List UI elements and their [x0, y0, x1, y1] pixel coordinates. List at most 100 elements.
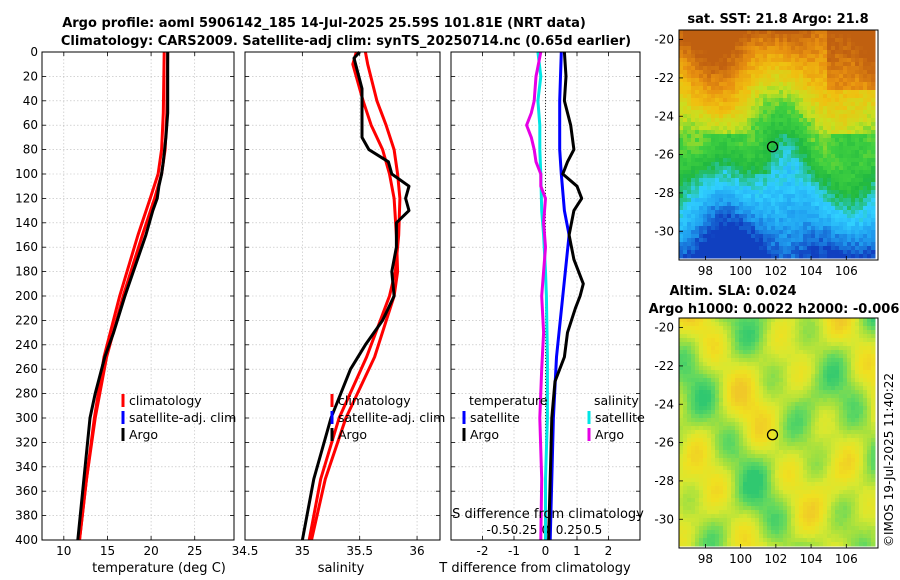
salinity-xlabel: salinity	[318, 561, 365, 576]
y-tick-label: 40	[23, 94, 38, 108]
y-tick-label: 280	[15, 387, 38, 401]
axes-frame	[41, 51, 235, 541]
map-y-tick-label: -30	[654, 512, 674, 526]
legend-climatology-label: climatology	[129, 393, 202, 408]
axes-frame	[450, 51, 641, 541]
map-y-tick-label: -28	[654, 186, 674, 200]
map-x-tick-label: 98	[698, 264, 713, 278]
x-tick-label: -1	[508, 544, 520, 558]
series-line-t-argo	[547, 51, 585, 541]
argo-location-marker	[766, 429, 779, 441]
x-tick-label: 15	[100, 544, 115, 558]
y-tick-label: 120	[15, 191, 38, 205]
temperature-xlabel: temperature (deg C)	[92, 561, 226, 576]
map-y-tick-label: -22	[654, 359, 674, 373]
series-line-satellite-adj-clim	[310, 51, 400, 541]
map-x-tick-label: 102	[764, 552, 787, 566]
map-y-tick-label: -30	[654, 224, 674, 238]
axes-frame	[244, 51, 441, 541]
x-tick-label: 0	[542, 544, 550, 558]
map-x-tick-label: 104	[800, 264, 823, 278]
map-x-tick-label: 106	[835, 264, 858, 278]
y-tick-label: 340	[15, 460, 38, 474]
x-tick-label: 34.5	[232, 544, 259, 558]
x-tick-label: 1	[573, 544, 581, 558]
series-line-argo	[76, 52, 170, 541]
chart-title-line1: Argo profile: aoml 5906142_185 14-Jul-20…	[62, 16, 586, 31]
y-tick-label: 0	[30, 45, 38, 59]
map-frame	[678, 29, 879, 261]
y-tick-label: 300	[15, 411, 38, 425]
x2-tick-label: 0.25	[556, 523, 583, 537]
y-tick-label: 100	[15, 167, 38, 181]
legend-temperature-header: temperature	[469, 393, 548, 408]
y-tick-label: 20	[23, 69, 38, 83]
x-tick-label: 25	[187, 544, 202, 558]
legend-argo-label: Argo	[338, 427, 367, 442]
sla-map-panel: 98 100 102 104 106 -20 -22 -24 -26 -28 -30	[654, 317, 879, 566]
series-line-argo	[300, 50, 411, 541]
y-tick-label: 180	[15, 265, 38, 279]
legend-t-satellite-label: satellite	[470, 410, 520, 425]
map-x-tick-label: 102	[764, 264, 787, 278]
y-tick-label: 220	[15, 313, 38, 327]
legend-t-argo-label: Argo	[470, 427, 499, 442]
x-tick-label: 35.5	[346, 544, 373, 558]
map-frame	[678, 317, 879, 549]
map-x-tick-label: 100	[729, 264, 752, 278]
x2-tick-label: 0.5	[583, 523, 602, 537]
map-y-tick-label: -20	[654, 33, 674, 47]
difference-panel: -2 -1 0 1 2-0.5-0.25 0 0.25 0.5	[450, 51, 641, 558]
series-line-s-argo	[525, 51, 547, 541]
sst-map-title: sat. SST: 21.8 Argo: 21.8	[687, 12, 868, 27]
x-tick-label: 36	[409, 544, 424, 558]
legend-climatology-label: climatology	[338, 393, 411, 408]
y-tick-label: 320	[15, 435, 38, 449]
y-tick-label: 200	[15, 289, 38, 303]
map-y-tick-label: -24	[654, 109, 674, 123]
x-tick-label: 20	[143, 544, 158, 558]
imos-credit: ©IMOS 19-Jul-2025 11:40:22	[882, 373, 896, 547]
temperature-legend: climatology satellite-adj. clim Argo	[121, 393, 236, 442]
temperature-panel: 0 20 40 60 80 100 120 140 160 180 200 220 240 260 280 3…	[15, 45, 235, 558]
argo-location-marker	[766, 141, 779, 153]
x2-tick-label: -0.25	[506, 523, 537, 537]
map-y-tick-label: -26	[654, 148, 674, 162]
legend-satellite-label: satellite-adj. clim	[338, 410, 445, 425]
difference-legend: temperature satellite Argo salinity sate…	[462, 393, 645, 442]
sst-map-panel: 98 100 102 104 106 -20 -22 -24 -26 -28 -30	[654, 29, 879, 278]
map-x-tick-label: 98	[698, 552, 713, 566]
y-tick-label: 140	[15, 216, 38, 230]
legend-satellite-label: satellite-adj. clim	[129, 410, 236, 425]
sla-map-title-line1: Altim. SLA: 0.024	[670, 284, 797, 299]
map-x-tick-label: 104	[800, 552, 823, 566]
x-tick-label: 35	[295, 544, 310, 558]
y-tick-label: 160	[15, 240, 38, 254]
y-tick-label: 380	[15, 509, 38, 523]
legend-s-satellite-label: satellite	[595, 410, 645, 425]
map-x-tick-label: 106	[835, 552, 858, 566]
map-y-tick-label: -22	[654, 71, 674, 85]
s-diff-xlabel: S difference from climatology	[452, 507, 644, 522]
x2-tick-label: -0.5	[487, 523, 510, 537]
sla-map-title-line2: Argo h1000: 0.0022 h2000: -0.006	[649, 302, 900, 317]
y-tick-label: 240	[15, 338, 38, 352]
heatmap-cells	[679, 30, 876, 259]
map-y-tick-label: -24	[654, 397, 674, 411]
legend-s-argo-label: Argo	[595, 427, 624, 442]
legend-salinity-header: salinity	[594, 393, 639, 408]
chart-title-line2: Climatology: CARS2009. Satellite-adj cli…	[61, 34, 631, 49]
map-y-tick-label: -26	[654, 436, 674, 450]
t-diff-xlabel: T difference from climatology	[438, 561, 631, 576]
y-tick-label: 80	[23, 143, 38, 157]
heatmap-cells	[679, 318, 876, 547]
map-y-tick-label: -20	[654, 321, 674, 335]
map-y-tick-label: -28	[654, 474, 674, 488]
salinity-legend: climatology satellite-adj. clim Argo	[330, 393, 445, 442]
series-line-climatology	[307, 51, 402, 541]
map-x-tick-label: 100	[729, 552, 752, 566]
salinity-panel: 34.5 35 35.5 36	[232, 50, 441, 558]
x-tick-label: 2	[605, 544, 613, 558]
x-tick-label: 10	[56, 544, 71, 558]
legend-argo-label: Argo	[129, 427, 158, 442]
